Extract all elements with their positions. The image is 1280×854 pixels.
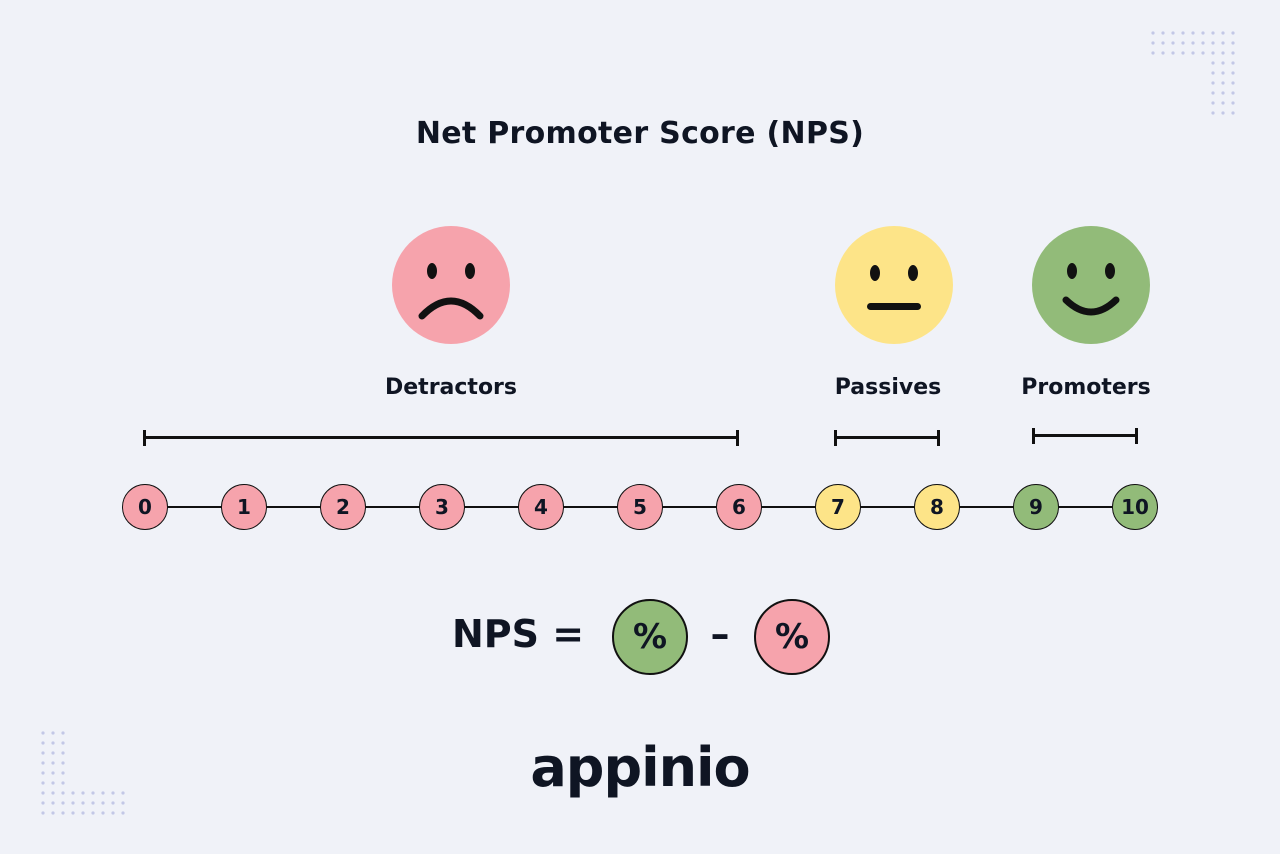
score-circle-2: 2: [320, 484, 366, 530]
detractors-bracket: [143, 430, 739, 446]
score-circle-5: 5: [617, 484, 663, 530]
sad-face-icon: [392, 226, 510, 344]
dot-pattern-bottom-left: [40, 730, 132, 826]
diagram-title: Net Promoter Score (NPS): [415, 116, 865, 151]
score-circle-10: 10: [1112, 484, 1158, 530]
score-circle-4: 4: [518, 484, 564, 530]
promoters-label: Promoters: [1021, 375, 1151, 400]
dot-pattern-top-right: [1150, 30, 1242, 126]
passives-bracket: [834, 430, 940, 446]
minus-sign: –: [710, 612, 730, 656]
score-circle-7: 7: [815, 484, 861, 530]
score-circle-3: 3: [419, 484, 465, 530]
score-circle-9: 9: [1013, 484, 1059, 530]
score-circle-6: 6: [716, 484, 762, 530]
detractors-label: Detractors: [384, 375, 518, 400]
promoters-bracket: [1032, 428, 1138, 444]
formula-label: NPS =: [452, 612, 585, 656]
detractor-percent-circle: %: [754, 599, 830, 675]
score-circle-0: 0: [122, 484, 168, 530]
neutral-face-icon: [835, 226, 953, 344]
score-circle-8: 8: [914, 484, 960, 530]
happy-face-icon: [1032, 226, 1150, 344]
score-circle-1: 1: [221, 484, 267, 530]
promoter-percent-circle: %: [612, 599, 688, 675]
appinio-logo: appinio: [530, 736, 750, 799]
passives-label: Passives: [834, 375, 942, 400]
